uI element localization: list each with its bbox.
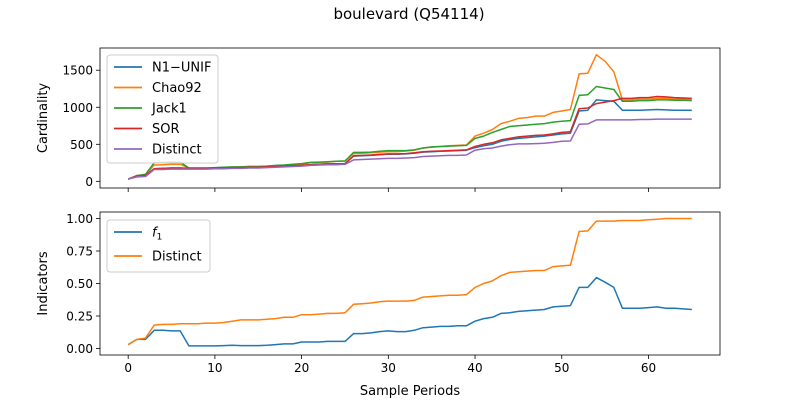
y-axis-label: Cardinality xyxy=(36,83,51,154)
legend-label: Distinct xyxy=(152,143,202,158)
top-panel-cardinality: 0 500 1000 1500 Cardinality N1−UNIF Chao92 Jack… xyxy=(36,47,721,192)
y-axis-label: Indicators xyxy=(36,251,51,315)
x-tick-label: 0 xyxy=(124,361,132,375)
y-tick-label: 0 xyxy=(85,175,93,189)
x-tick-label: 30 xyxy=(381,361,396,375)
axes-frame xyxy=(99,47,721,189)
x-tick-label: 60 xyxy=(641,361,656,375)
y-tick-label: 1500 xyxy=(62,64,93,78)
legend-label: Jack1 xyxy=(151,102,187,117)
legend-label: Distinct xyxy=(152,250,202,265)
figure-title: boulevard (Q54114) xyxy=(333,5,484,23)
legend-label: Chao92 xyxy=(152,81,202,96)
x-axis-label: Sample Periods xyxy=(360,384,460,399)
legend: f1 Distinct xyxy=(106,219,211,273)
y-tick-label: 1000 xyxy=(62,101,93,115)
y-tick-label: 0.75 xyxy=(66,245,93,259)
legend-label: f1 xyxy=(152,226,162,243)
y-tick-label: 500 xyxy=(70,138,93,152)
y-tick-label: 0.50 xyxy=(66,277,93,291)
legend-box xyxy=(106,219,211,273)
y-tick-label: 0.00 xyxy=(66,342,93,356)
y-tick-label: 0.25 xyxy=(66,310,93,324)
legend: N1−UNIF Chao92 Jack1 SOR Distinct xyxy=(106,54,219,164)
x-tick-label: 10 xyxy=(207,361,222,375)
series-line-1-1 xyxy=(127,217,692,346)
legend-box xyxy=(106,54,219,164)
y-tick-label: 1.00 xyxy=(66,212,93,226)
x-tick-label: 20 xyxy=(294,361,309,375)
x-tick-label: 50 xyxy=(554,361,569,375)
series-line-0-4 xyxy=(128,118,692,180)
legend-label: N1−UNIF xyxy=(152,61,211,76)
legend-label: SOR xyxy=(152,122,180,137)
x-tick-label: 40 xyxy=(467,361,482,375)
series-line-1-0 xyxy=(127,276,692,347)
bottom-panel-indicators: 0 10 20 30 40 50 60 0.00 0.25 0.50 0.75 1.00 Indicat… xyxy=(36,211,721,399)
